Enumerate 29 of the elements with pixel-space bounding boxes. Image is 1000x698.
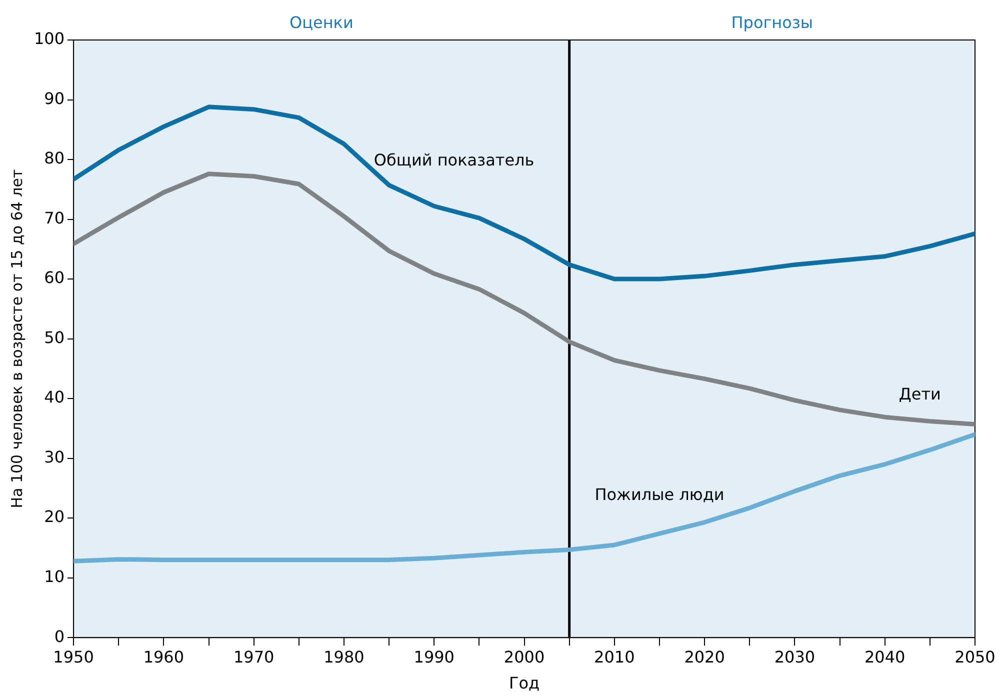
y-tick-label: 60 xyxy=(44,268,65,288)
x-axis-title: Год xyxy=(508,674,540,693)
y-tick-label: 10 xyxy=(44,566,65,586)
x-tick-label: 1970 xyxy=(233,647,274,666)
y-tick-label: 30 xyxy=(44,447,65,466)
band-label: Оценки xyxy=(290,13,354,32)
y-tick-label: 100 xyxy=(34,29,65,48)
x-tick-label: 1980 xyxy=(324,647,364,666)
series-label: Пожилые люди xyxy=(594,484,724,504)
x-tick-label: 2030 xyxy=(774,647,816,666)
x-tick-label: 2020 xyxy=(684,647,725,666)
y-tick-label: 0 xyxy=(54,626,65,646)
y-tick-label: 80 xyxy=(44,148,65,168)
x-tick-label: 2010 xyxy=(594,647,635,666)
x-tick-label: 2050 xyxy=(954,647,996,666)
series-label: Дети xyxy=(898,384,941,404)
y-tick-label: 70 xyxy=(44,208,65,228)
x-tick-label: 1990 xyxy=(414,647,454,666)
y-axis-title: На 100 человек в возрасте от 15 до 64 лет xyxy=(8,169,26,508)
x-tick-label: 1950 xyxy=(53,647,94,666)
y-tick-label: 40 xyxy=(44,388,65,407)
series-label: Общий показатель xyxy=(374,150,534,170)
y-tick-label: 90 xyxy=(44,88,65,108)
x-tick-label: 2000 xyxy=(504,647,545,666)
y-tick-label: 20 xyxy=(44,507,65,526)
y-tick-label: 50 xyxy=(44,328,65,347)
x-tick-label: 2040 xyxy=(864,647,906,666)
x-tick-label: 1960 xyxy=(143,647,184,666)
band-label: Прогнозы xyxy=(731,13,814,32)
